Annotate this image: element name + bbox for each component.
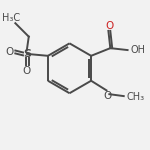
Text: O: O (23, 66, 31, 76)
Text: O: O (103, 91, 112, 101)
Text: O: O (105, 21, 113, 31)
Text: CH₃: CH₃ (127, 92, 145, 102)
Text: S: S (23, 49, 31, 59)
Text: OH: OH (130, 45, 146, 55)
Text: H₃C: H₃C (2, 13, 21, 23)
Text: O: O (5, 47, 14, 57)
